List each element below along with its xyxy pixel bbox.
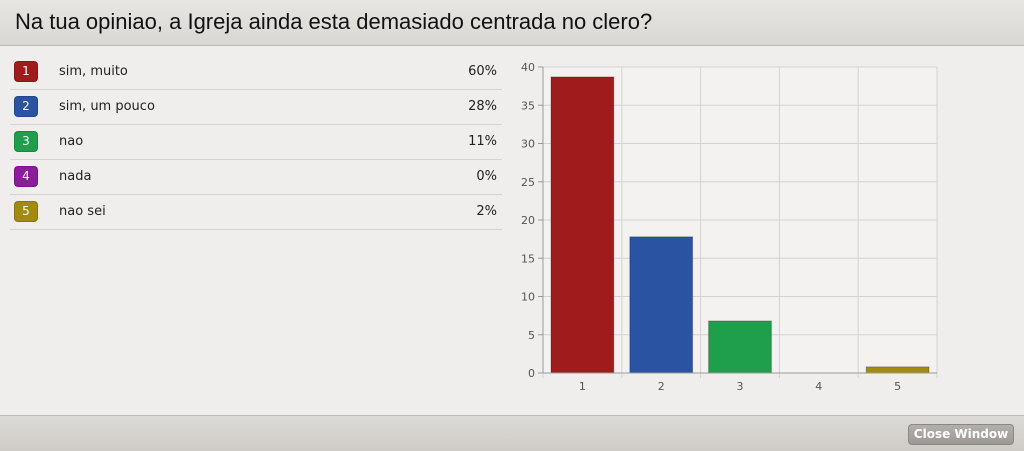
option-percentage: 28% — [468, 99, 497, 114]
option-number-badge: 1 — [14, 61, 38, 82]
y-tick-label: 40 — [521, 61, 535, 74]
option-number-badge: 4 — [14, 166, 38, 187]
option-label: nao sei — [59, 204, 106, 219]
bar-3 — [708, 320, 772, 374]
x-tick-label: 2 — [658, 380, 665, 393]
option-percentage: 60% — [468, 64, 497, 79]
result-row: 3 nao 11% — [10, 125, 502, 160]
bar-1 — [550, 76, 615, 374]
x-tick-label: 4 — [815, 380, 822, 393]
option-label: nada — [59, 169, 92, 184]
option-number-badge: 5 — [14, 201, 38, 222]
x-tick-label: 1 — [579, 380, 586, 393]
option-label: nao — [59, 134, 84, 149]
results-bar-chart: 0 5 10 15 20 25 30 35 40 1 2 3 4 5 — [510, 55, 950, 400]
result-row: 1 sim, muito 60% — [10, 55, 502, 90]
close-window-button[interactable]: Close Window — [908, 424, 1014, 445]
y-tick-label: 10 — [521, 291, 535, 304]
question-header: Na tua opiniao, a Igreja ainda esta dema… — [0, 0, 1024, 46]
question-title: Na tua opiniao, a Igreja ainda esta dema… — [15, 9, 653, 34]
option-number-badge: 2 — [14, 96, 38, 117]
y-tick-label: 35 — [521, 99, 535, 112]
y-tick-label: 0 — [528, 367, 535, 380]
y-tick-label: 20 — [521, 214, 535, 227]
bar-2 — [629, 236, 694, 374]
y-tick-label: 30 — [521, 138, 535, 151]
y-tick-label: 25 — [521, 176, 535, 189]
bar-5 — [865, 366, 930, 374]
option-number-badge: 3 — [14, 131, 38, 152]
result-row: 4 nada 0% — [10, 160, 502, 195]
y-tick-label: 5 — [528, 329, 535, 342]
option-label: sim, muito — [59, 64, 128, 79]
option-percentage: 11% — [468, 134, 497, 149]
result-row: 5 nao sei 2% — [10, 195, 502, 230]
result-row: 2 sim, um pouco 28% — [10, 90, 502, 125]
chart-svg: 0 5 10 15 20 25 30 35 40 1 2 3 4 5 — [521, 61, 938, 393]
option-percentage: 2% — [476, 204, 497, 219]
results-list: 1 sim, muito 60% 2 sim, um pouco 28% 3 n… — [10, 55, 502, 230]
x-tick-label: 5 — [894, 380, 901, 393]
x-tick-label: 3 — [737, 380, 744, 393]
footer-bar: Close Window — [0, 415, 1024, 451]
y-tick-label: 15 — [521, 252, 535, 265]
option-label: sim, um pouco — [59, 99, 155, 114]
option-percentage: 0% — [476, 169, 497, 184]
